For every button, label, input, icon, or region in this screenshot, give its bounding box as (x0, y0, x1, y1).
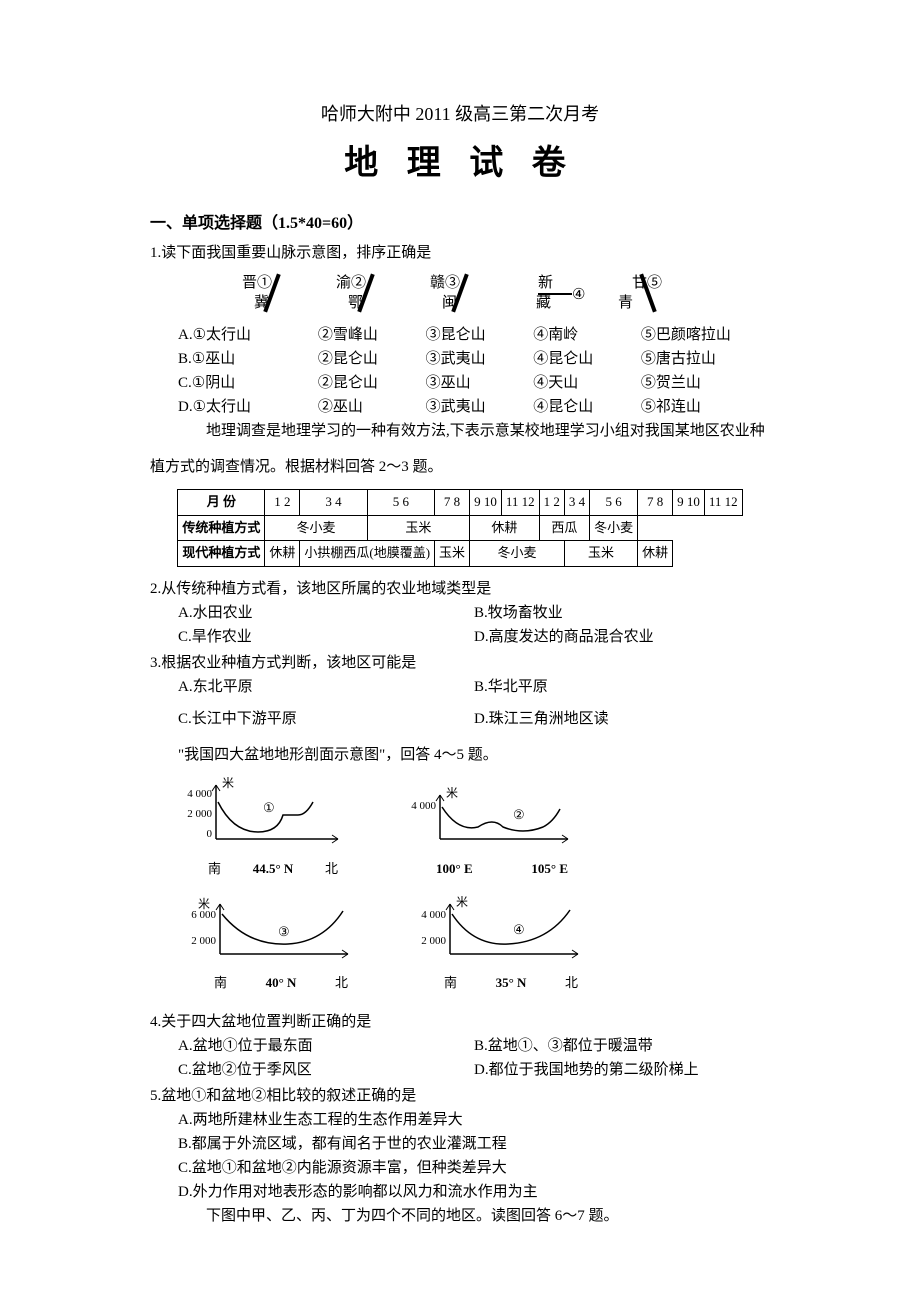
question-3: 3.根据农业种植方式判断，该地区可能是 A.东北平原B.华北平原 C.长江中下游… (150, 651, 770, 731)
basin-diagrams: 4 000 2 000 0 米 ① 南 44.5° N 北 (178, 777, 770, 994)
svg-text:0: 0 (207, 828, 213, 840)
svg-text:③: ③ (278, 924, 290, 939)
basin-3: 6 000 2 000 米 ③ 南 40° N 北 (178, 896, 358, 994)
mblock-3: 赣③ 闽 (428, 271, 492, 315)
q1-intro2: 植方式的调查情况。根据材料回答 2～3 题。 (150, 455, 770, 479)
basin-4: 4 000 2 000 米 ④ 南 35° N 北 (408, 896, 588, 994)
question-1: 1.读下面我国重要山脉示意图，排序正确是 晋① 冀 渝② 鄂 赣③ 闽 新 ④ … (150, 241, 770, 443)
svg-text:米: 米 (456, 896, 468, 909)
svg-text:2 000: 2 000 (187, 808, 212, 820)
question-5: 5.盆地①和盆地②相比较的叙述正确的是 A.两地所建林业生态工程的生态作用差异大… (150, 1084, 770, 1228)
svg-text:2 000: 2 000 (191, 935, 216, 947)
svg-text:米: 米 (446, 787, 458, 800)
mblock-4: 新 ④ 藏 (522, 271, 586, 315)
svg-text:4 000: 4 000 (187, 788, 212, 800)
mountain-diagram: 晋① 冀 渝② 鄂 赣③ 闽 新 ④ 藏 甘⑤ 青 (150, 271, 770, 315)
question-4: 4.关于四大盆地位置判断正确的是 A.盆地①位于最东面B.盆地①、③都位于暖温带… (150, 1010, 770, 1082)
svg-text:④: ④ (513, 922, 525, 937)
q1-intro: 地理调查是地理学习的一种有效方法,下表示意某校地理学习小组对我国某地区农业种 (150, 419, 770, 443)
mblock-2: 渝② 鄂 (334, 271, 398, 315)
basin-intro: "我国四大盆地地形剖面示意图"，回答 4～5 题。 (150, 743, 770, 767)
question-2: 2.从传统种植方式看，该地区所属的农业地域类型是 A.水田农业B.牧场畜牧业 C… (150, 577, 770, 649)
crop-table: 月 份1 23 45 67 89 1011 121 23 45 67 89 10… (177, 489, 742, 567)
q1-choice-row: B.①巫山②昆仑山③武夷山④昆仑山⑤唐古拉山 (150, 347, 770, 371)
q1-choice-row: C.①阴山②昆仑山③巫山④天山⑤贺兰山 (150, 371, 770, 395)
basin-1: 4 000 2 000 0 米 ① 南 44.5° N 北 (178, 777, 348, 880)
q1-choice-row: D.①太行山②巫山③武夷山④昆仑山⑤祁连山 (150, 395, 770, 419)
exam-title: 地 理 试 卷 (150, 137, 770, 191)
svg-text:米: 米 (222, 777, 234, 790)
svg-text:米: 米 (198, 897, 210, 911)
svg-text:①: ① (263, 800, 275, 815)
svg-text:②: ② (513, 807, 525, 822)
exam-subtitle: 哈师大附中 2011 级高三第二次月考 (150, 100, 770, 129)
q1-choice-row: A.①太行山②雪峰山③昆仑山④南岭⑤巴颜喀拉山 (150, 323, 770, 347)
svg-text:4 000: 4 000 (411, 800, 436, 812)
section-heading: 一、单项选择题（1.5*40=60） (150, 211, 770, 237)
mblock-5: 甘⑤ 青 (616, 271, 680, 315)
svg-text:4 000: 4 000 (421, 909, 446, 921)
basin-2: 4 000 米 ② 100° E 105° E (398, 787, 578, 880)
q1-stem: 1.读下面我国重要山脉示意图，排序正确是 (150, 241, 770, 265)
mblock-1: 晋① 冀 (240, 271, 304, 315)
svg-text:2 000: 2 000 (421, 935, 446, 947)
